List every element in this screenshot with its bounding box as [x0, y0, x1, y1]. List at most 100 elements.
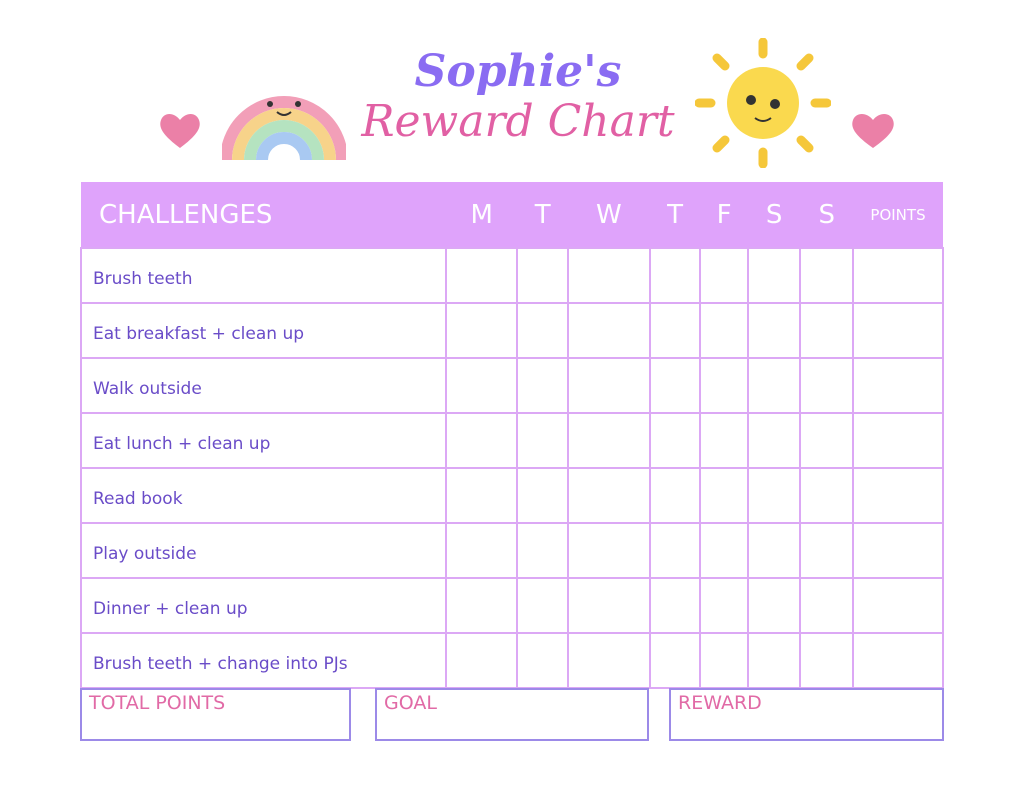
- day-checkbox-cell[interactable]: [799, 467, 854, 524]
- day-header: M: [446, 182, 518, 248]
- day-checkbox-cell[interactable]: [799, 522, 854, 579]
- day-checkbox-cell[interactable]: [444, 467, 519, 524]
- challenges-header: CHALLENGES: [81, 182, 446, 248]
- day-checkbox-cell[interactable]: [516, 632, 569, 689]
- day-checkbox-cell[interactable]: [444, 577, 519, 634]
- day-checkbox-cell[interactable]: [746, 412, 802, 469]
- day-checkbox-cell[interactable]: [746, 357, 802, 414]
- rainbow-icon: [222, 96, 346, 161]
- day-checkbox-cell[interactable]: [516, 577, 569, 634]
- day-checkbox-cell[interactable]: [516, 467, 569, 524]
- day-checkbox-cell[interactable]: [699, 577, 749, 634]
- day-checkbox-cell[interactable]: [746, 577, 802, 634]
- chart-owner-name: Sophie's: [414, 46, 622, 97]
- day-checkbox-cell[interactable]: [444, 632, 519, 689]
- day-checkbox-cell[interactable]: [699, 632, 749, 689]
- table-row: Brush teeth + change into PJs: [80, 632, 944, 689]
- day-checkbox-cell[interactable]: [444, 247, 519, 304]
- day-checkbox-cell[interactable]: [648, 522, 702, 579]
- points-header: POINTS: [853, 182, 943, 248]
- points-cell[interactable]: [852, 467, 944, 524]
- day-checkbox-cell[interactable]: [746, 522, 802, 579]
- reward-box[interactable]: REWARD: [669, 688, 944, 741]
- day-checkbox-cell[interactable]: [746, 302, 802, 359]
- sun-icon: [695, 38, 831, 168]
- day-checkbox-cell[interactable]: [566, 632, 651, 689]
- day-checkbox-cell[interactable]: [516, 412, 569, 469]
- points-cell[interactable]: [852, 577, 944, 634]
- table-row: Read book: [80, 467, 944, 524]
- day-checkbox-cell[interactable]: [799, 357, 854, 414]
- day-checkbox-cell[interactable]: [648, 632, 702, 689]
- day-checkbox-cell[interactable]: [699, 357, 749, 414]
- day-checkbox-cell[interactable]: [444, 302, 519, 359]
- table-row: Eat lunch + clean up: [80, 412, 944, 469]
- day-checkbox-cell[interactable]: [746, 467, 802, 524]
- day-checkbox-cell[interactable]: [699, 247, 749, 304]
- day-checkbox-cell[interactable]: [648, 467, 702, 524]
- day-header: S: [747, 182, 801, 248]
- challenge-label: Eat lunch + clean up: [80, 412, 447, 469]
- day-checkbox-cell[interactable]: [566, 357, 651, 414]
- day-checkbox-cell[interactable]: [444, 357, 519, 414]
- day-checkbox-cell[interactable]: [699, 522, 749, 579]
- day-checkbox-cell[interactable]: [648, 302, 702, 359]
- day-checkbox-cell[interactable]: [444, 412, 519, 469]
- challenge-label: Play outside: [80, 522, 447, 579]
- day-checkbox-cell[interactable]: [799, 632, 854, 689]
- points-cell[interactable]: [852, 302, 944, 359]
- points-cell[interactable]: [852, 522, 944, 579]
- day-checkbox-cell[interactable]: [648, 412, 702, 469]
- day-header: T: [517, 182, 568, 248]
- day-checkbox-cell[interactable]: [566, 467, 651, 524]
- day-checkbox-cell[interactable]: [799, 247, 854, 304]
- heart-icon: [160, 114, 200, 148]
- day-checkbox-cell[interactable]: [648, 247, 702, 304]
- page-title: Reward Chart: [361, 96, 675, 147]
- day-header: S: [800, 182, 853, 248]
- total-points-box[interactable]: TOTAL POINTS: [80, 688, 351, 741]
- day-checkbox-cell[interactable]: [566, 522, 651, 579]
- day-checkbox-cell[interactable]: [648, 357, 702, 414]
- day-checkbox-cell[interactable]: [699, 467, 749, 524]
- day-checkbox-cell[interactable]: [746, 632, 802, 689]
- day-header: T: [649, 182, 701, 248]
- day-checkbox-cell[interactable]: [799, 412, 854, 469]
- day-checkbox-cell[interactable]: [516, 302, 569, 359]
- table-row: Eat breakfast + clean up: [80, 302, 944, 359]
- challenge-label: Read book: [80, 467, 447, 524]
- day-checkbox-cell[interactable]: [648, 577, 702, 634]
- day-checkbox-cell[interactable]: [566, 577, 651, 634]
- challenge-label: Walk outside: [80, 357, 447, 414]
- day-checkbox-cell[interactable]: [699, 412, 749, 469]
- day-checkbox-cell[interactable]: [516, 247, 569, 304]
- reward-chart-table: CHALLENGES M T W T F S S POINTS Brush te…: [80, 182, 944, 689]
- day-checkbox-cell[interactable]: [444, 522, 519, 579]
- table-row: Walk outside: [80, 357, 944, 414]
- day-checkbox-cell[interactable]: [799, 577, 854, 634]
- day-checkbox-cell[interactable]: [799, 302, 854, 359]
- challenge-label: Dinner + clean up: [80, 577, 447, 634]
- day-header: F: [700, 182, 748, 248]
- day-header: W: [567, 182, 650, 248]
- goal-box[interactable]: GOAL: [375, 688, 649, 741]
- day-checkbox-cell[interactable]: [566, 302, 651, 359]
- points-cell[interactable]: [852, 632, 944, 689]
- day-checkbox-cell[interactable]: [566, 412, 651, 469]
- points-cell[interactable]: [852, 357, 944, 414]
- challenge-label: Brush teeth: [80, 247, 447, 304]
- table-header: CHALLENGES M T W T F S S POINTS: [81, 182, 943, 248]
- day-checkbox-cell[interactable]: [516, 522, 569, 579]
- day-checkbox-cell[interactable]: [516, 357, 569, 414]
- total-points-label: TOTAL POINTS: [89, 692, 226, 714]
- day-checkbox-cell[interactable]: [746, 247, 802, 304]
- table-row: Brush teeth: [80, 247, 944, 304]
- points-cell[interactable]: [852, 247, 944, 304]
- points-cell[interactable]: [852, 412, 944, 469]
- day-checkbox-cell[interactable]: [699, 302, 749, 359]
- table-row: Play outside: [80, 522, 944, 579]
- day-checkbox-cell[interactable]: [566, 247, 651, 304]
- table-row: Dinner + clean up: [80, 577, 944, 634]
- heart-icon: [852, 114, 894, 148]
- challenge-label: Brush teeth + change into PJs: [80, 632, 447, 689]
